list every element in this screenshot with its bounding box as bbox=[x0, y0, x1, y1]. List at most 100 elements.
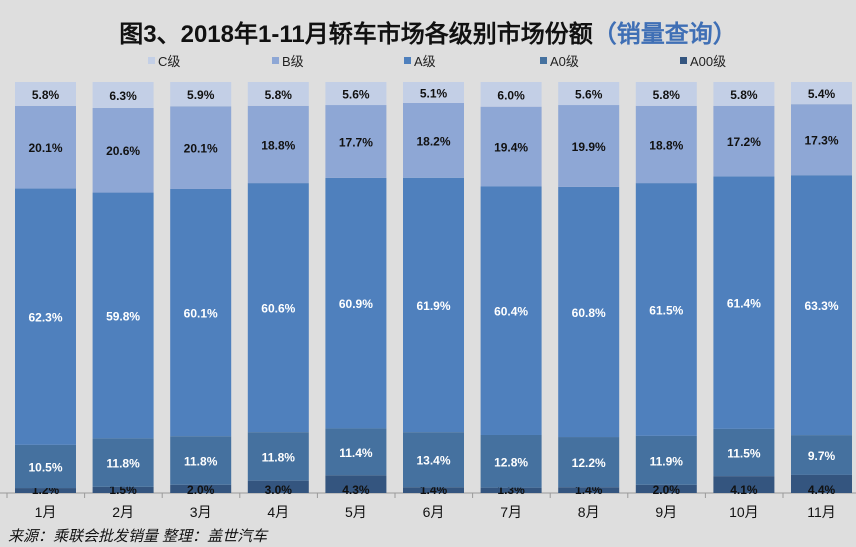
legend-swatch bbox=[680, 57, 687, 64]
bar-segment bbox=[170, 484, 232, 493]
data-label: 3.0% bbox=[265, 483, 293, 497]
chart-title-suffix: （销量查询） bbox=[592, 21, 737, 48]
data-label: 13.4% bbox=[416, 454, 450, 468]
data-label: 20.1% bbox=[184, 142, 218, 156]
data-label: 17.2% bbox=[727, 135, 761, 149]
data-label: 11.8% bbox=[184, 454, 218, 468]
bar-segment bbox=[170, 188, 232, 437]
bar-segment bbox=[791, 175, 852, 436]
legend-swatch bbox=[404, 57, 411, 64]
bar-segment bbox=[558, 82, 620, 106]
data-label: 63.3% bbox=[804, 299, 838, 313]
bar-segment bbox=[92, 486, 154, 493]
x-tick-label: 8月 bbox=[578, 504, 600, 520]
bar-segment bbox=[325, 82, 387, 106]
data-label: 12.2% bbox=[572, 456, 606, 470]
chart-title-main: 图3、2018年1-11月轿车市场各级别市场份额 bbox=[119, 21, 593, 48]
bar-segment bbox=[791, 474, 852, 493]
bar-segment bbox=[403, 102, 464, 178]
bar-segment bbox=[713, 176, 775, 429]
x-tick-label: 7月 bbox=[500, 504, 522, 520]
bar-segment bbox=[15, 105, 76, 189]
data-label: 5.8% bbox=[730, 88, 758, 102]
data-label: 4.4% bbox=[808, 483, 836, 497]
data-label: 61.4% bbox=[727, 297, 761, 311]
bar-segment bbox=[92, 192, 154, 439]
bar-segment bbox=[403, 82, 464, 103]
x-tick-label: 1月 bbox=[35, 504, 57, 520]
bar-segment bbox=[15, 488, 76, 493]
data-label: 19.4% bbox=[494, 141, 528, 155]
x-tick-label: 11月 bbox=[807, 504, 836, 520]
data-label: 61.9% bbox=[416, 299, 450, 313]
bar-segment bbox=[558, 437, 620, 488]
data-label: 60.1% bbox=[184, 307, 218, 321]
legend-swatch bbox=[540, 57, 547, 64]
data-label: 5.8% bbox=[265, 88, 293, 102]
bar-segment bbox=[713, 476, 775, 493]
data-label: 4.1% bbox=[730, 483, 758, 497]
x-tick-label: 3月 bbox=[190, 504, 212, 520]
bar-segment bbox=[480, 106, 542, 187]
data-label: 20.1% bbox=[28, 141, 62, 155]
data-label: 19.9% bbox=[572, 140, 606, 154]
bar-segment bbox=[713, 428, 775, 477]
bar-segment bbox=[325, 475, 387, 493]
data-label: 11.4% bbox=[339, 446, 373, 460]
bar-segment bbox=[635, 82, 697, 106]
data-label: 62.3% bbox=[28, 311, 62, 325]
data-label: 5.6% bbox=[342, 88, 370, 102]
bar-segment bbox=[403, 177, 464, 433]
bar-segment bbox=[791, 435, 852, 475]
x-tick-label: 6月 bbox=[423, 504, 445, 520]
bar-segment bbox=[635, 484, 697, 493]
bar-segment bbox=[247, 432, 309, 481]
legend-label: B级 bbox=[282, 54, 304, 69]
data-label: 18.8% bbox=[261, 138, 295, 152]
bar-segment bbox=[558, 105, 620, 187]
bar-segment bbox=[791, 82, 852, 105]
data-label: 6.3% bbox=[109, 89, 137, 103]
data-label: 18.8% bbox=[649, 138, 683, 152]
bar-segment bbox=[635, 183, 697, 436]
data-label: 60.6% bbox=[261, 302, 295, 316]
data-label: 60.9% bbox=[339, 297, 373, 311]
data-label: 20.6% bbox=[106, 144, 140, 158]
bar-segment bbox=[558, 487, 620, 493]
data-label: 60.4% bbox=[494, 305, 528, 319]
bar-segment bbox=[15, 82, 76, 106]
bar-segment bbox=[480, 82, 542, 107]
bar-segment bbox=[325, 105, 387, 178]
bar-segment bbox=[170, 106, 232, 189]
bar-segment bbox=[15, 188, 76, 445]
data-label: 4.3% bbox=[342, 483, 370, 497]
legend-label: C级 bbox=[158, 54, 180, 69]
data-label: 5.4% bbox=[808, 87, 836, 101]
bar-segment bbox=[558, 186, 620, 438]
data-label: 60.8% bbox=[572, 306, 606, 320]
bar-segment bbox=[791, 104, 852, 176]
data-label: 5.8% bbox=[32, 88, 60, 102]
bar-segment bbox=[480, 434, 542, 488]
bar-segment bbox=[15, 444, 76, 489]
data-label: 5.6% bbox=[575, 88, 603, 102]
chart-title: 图3、2018年1-11月轿车市场各级别市场份额（销量查询） bbox=[0, 14, 856, 49]
bar-segment bbox=[247, 82, 309, 106]
bar-segment bbox=[635, 435, 697, 485]
data-label: 2.0% bbox=[187, 483, 215, 497]
bar-segment bbox=[170, 82, 232, 107]
x-tick-label: 4月 bbox=[267, 504, 289, 520]
bar-segment bbox=[92, 82, 154, 108]
bar-segment bbox=[92, 107, 154, 193]
source-note: 来源：乘联会批发销量 整理：盖世汽车 bbox=[8, 528, 268, 545]
bar-segment bbox=[713, 82, 775, 106]
x-tick-label: 9月 bbox=[655, 504, 677, 520]
bar-segment bbox=[247, 105, 309, 184]
legend-swatch bbox=[148, 57, 155, 64]
legend-swatch bbox=[272, 57, 279, 64]
bar-segment bbox=[713, 105, 775, 177]
data-label: 11.9% bbox=[650, 454, 684, 468]
bar-segment bbox=[325, 428, 387, 476]
data-label: 5.8% bbox=[653, 88, 681, 102]
